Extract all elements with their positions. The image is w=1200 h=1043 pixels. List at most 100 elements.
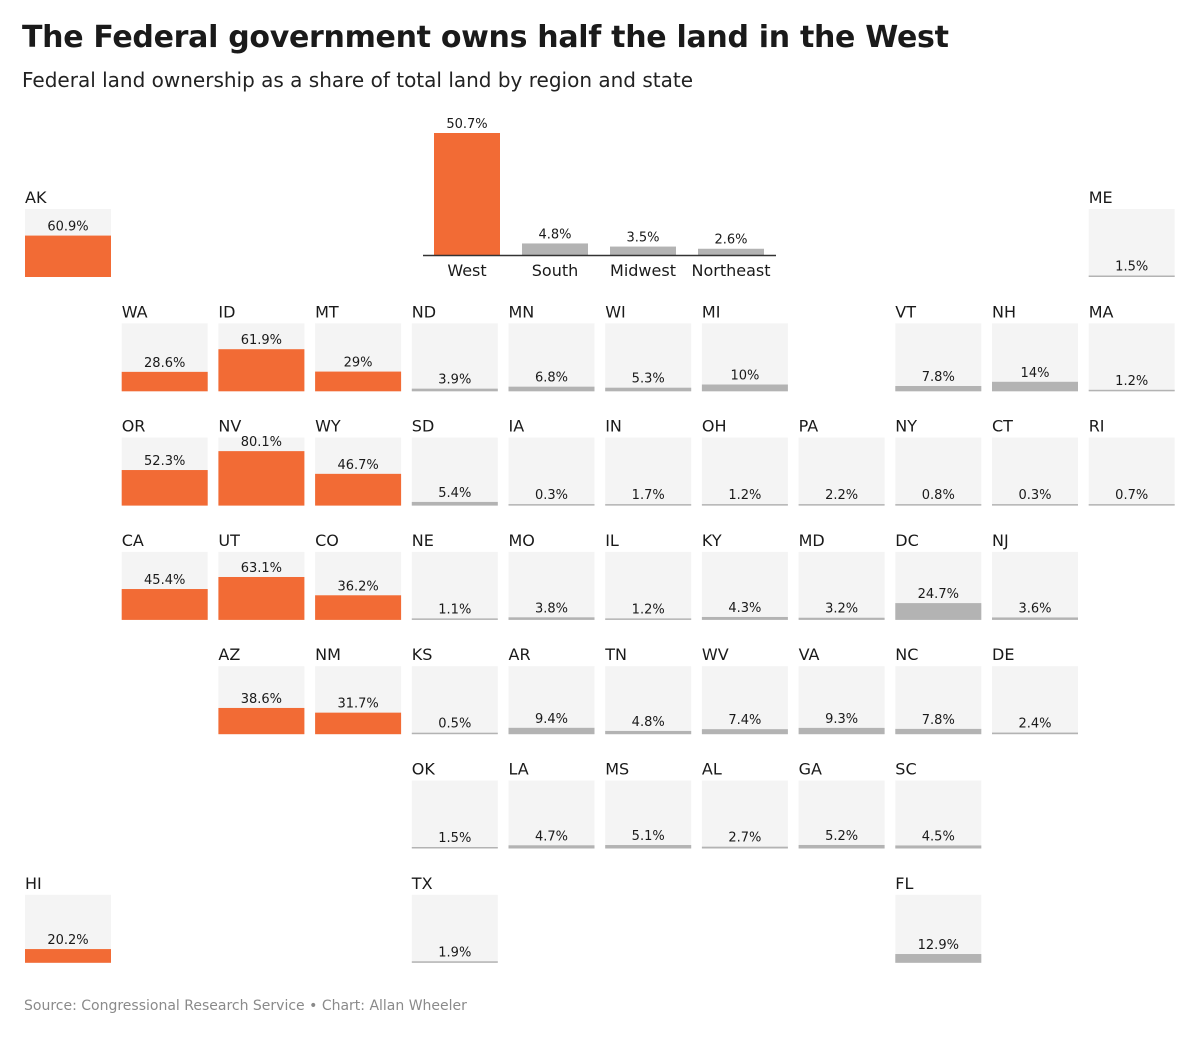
region-bar-midwest bbox=[610, 246, 676, 255]
state-abbr-vt: VT bbox=[895, 302, 916, 321]
source-note: Source: Congressional Research Service •… bbox=[24, 998, 467, 1014]
state-tile-ct: CT 0.3% bbox=[992, 417, 1078, 506]
state-tile-background-la bbox=[508, 780, 595, 849]
state-abbr-mn: MN bbox=[509, 302, 535, 321]
state-value-label-ct: 0.3% bbox=[1018, 488, 1051, 503]
state-tile-tn: TN 4.8% bbox=[604, 645, 692, 735]
state-tile-background-nd bbox=[411, 323, 498, 392]
region-bar-west bbox=[434, 133, 500, 255]
state-bar-al bbox=[701, 846, 788, 849]
state-tile-background-ok bbox=[411, 780, 498, 849]
state-tile-il: IL 1.2% bbox=[605, 531, 692, 620]
state-abbr-nj: NJ bbox=[992, 531, 1009, 550]
state-tile-background-in bbox=[605, 437, 692, 506]
state-tile-mo: MO 3.8% bbox=[508, 531, 595, 620]
state-bar-ok bbox=[411, 847, 498, 849]
state-tile-az: AZ 38.6% bbox=[218, 645, 305, 735]
state-tile-wv: WV 7.4% bbox=[701, 645, 788, 735]
state-bar-sc bbox=[895, 845, 982, 849]
state-abbr-ma: MA bbox=[1089, 302, 1114, 321]
state-abbr-hi: HI bbox=[25, 874, 42, 893]
state-value-label-ny: 0.8% bbox=[922, 488, 955, 503]
state-bar-ar bbox=[508, 727, 595, 735]
state-tile-background-ny bbox=[895, 437, 982, 506]
state-value-label-dc: 24.7% bbox=[918, 587, 959, 602]
state-abbr-mt: MT bbox=[315, 302, 339, 321]
state-tile-background-wi bbox=[605, 323, 692, 392]
state-tile-wy: WY 46.7% bbox=[315, 417, 402, 506]
state-abbr-ny: NY bbox=[895, 417, 917, 436]
region-category-label-midwest: Midwest bbox=[610, 261, 676, 280]
state-bar-wy bbox=[315, 473, 402, 506]
state-bar-fl bbox=[895, 954, 982, 963]
state-tile-background-oh bbox=[701, 437, 788, 506]
state-tile-background-nj bbox=[992, 551, 1078, 620]
state-bar-vt bbox=[895, 385, 982, 392]
state-tile-oh: OH 1.2% bbox=[701, 417, 788, 506]
state-bar-id bbox=[218, 349, 305, 392]
state-value-label-id: 61.9% bbox=[241, 333, 282, 348]
state-value-label-in: 1.7% bbox=[632, 488, 665, 503]
state-tile-background-fl bbox=[895, 894, 982, 963]
state-abbr-ks: KS bbox=[412, 645, 433, 664]
state-abbr-mo: MO bbox=[509, 531, 535, 550]
state-abbr-nh: NH bbox=[992, 302, 1016, 321]
state-tile-or: OR 52.3% bbox=[121, 417, 208, 506]
state-value-label-ak: 60.9% bbox=[47, 220, 88, 235]
state-abbr-id: ID bbox=[218, 302, 235, 321]
state-tile-ia: IA 0.3% bbox=[508, 417, 595, 506]
state-tile-background-mn bbox=[508, 323, 595, 392]
state-tile-background-pa bbox=[798, 437, 885, 506]
state-abbr-ar: AR bbox=[509, 645, 531, 664]
state-value-label-fl: 12.9% bbox=[918, 938, 959, 953]
state-bar-tn bbox=[605, 730, 692, 735]
state-tile-ms: MS 5.1% bbox=[605, 760, 692, 849]
state-bar-sd bbox=[411, 501, 498, 506]
state-abbr-tn: TN bbox=[604, 645, 627, 664]
state-bar-ms bbox=[605, 845, 692, 849]
state-tile-background-wv bbox=[701, 666, 788, 735]
state-abbr-ga: GA bbox=[799, 760, 822, 779]
state-value-label-la: 4.7% bbox=[535, 829, 568, 844]
state-tile-sd: SD 5.4% bbox=[411, 417, 498, 506]
state-abbr-tx: TX bbox=[411, 874, 433, 893]
state-tile-ca: CA 45.4% bbox=[121, 531, 208, 620]
state-bar-ak bbox=[25, 235, 111, 277]
state-bar-mn bbox=[508, 386, 595, 392]
state-value-label-hi: 20.2% bbox=[47, 933, 88, 948]
state-value-label-md: 3.2% bbox=[825, 602, 858, 617]
state-abbr-il: IL bbox=[605, 531, 619, 550]
state-tile-background-ga bbox=[798, 780, 885, 849]
state-tile-background-ky bbox=[701, 551, 788, 620]
state-bar-hi bbox=[25, 949, 111, 963]
state-bar-ut bbox=[218, 576, 305, 620]
state-bar-wv bbox=[701, 729, 788, 735]
state-bar-md bbox=[798, 617, 885, 620]
state-bar-va bbox=[798, 727, 885, 735]
state-value-label-mn: 6.8% bbox=[535, 371, 568, 386]
state-abbr-nc: NC bbox=[895, 645, 918, 664]
state-tile-dc: DC 24.7% bbox=[895, 531, 982, 620]
state-tile-tx: TX 1.9% bbox=[411, 874, 498, 963]
state-value-label-ok: 1.5% bbox=[438, 831, 471, 846]
state-value-label-ia: 0.3% bbox=[535, 488, 568, 503]
state-tile-la: LA 4.7% bbox=[508, 760, 595, 849]
state-tile-co: CO 36.2% bbox=[315, 531, 402, 620]
state-value-label-me: 1.5% bbox=[1115, 260, 1148, 275]
state-bar-ks bbox=[411, 732, 498, 735]
state-bar-me bbox=[1088, 275, 1175, 277]
state-abbr-fl: FL bbox=[895, 874, 913, 893]
state-bar-co bbox=[315, 595, 402, 620]
state-value-label-wi: 5.3% bbox=[632, 372, 665, 387]
state-value-label-sd: 5.4% bbox=[438, 486, 471, 501]
state-bar-nm bbox=[315, 712, 402, 735]
state-tile-nm: NM 31.7% bbox=[315, 645, 402, 735]
state-tile-background-vt bbox=[895, 323, 982, 392]
state-tile-mn: MN 6.8% bbox=[508, 302, 595, 392]
state-value-label-tn: 4.8% bbox=[632, 715, 665, 730]
state-value-label-pa: 2.2% bbox=[825, 488, 858, 503]
state-tile-sc: SC 4.5% bbox=[895, 760, 982, 849]
state-bar-oh bbox=[701, 504, 788, 506]
